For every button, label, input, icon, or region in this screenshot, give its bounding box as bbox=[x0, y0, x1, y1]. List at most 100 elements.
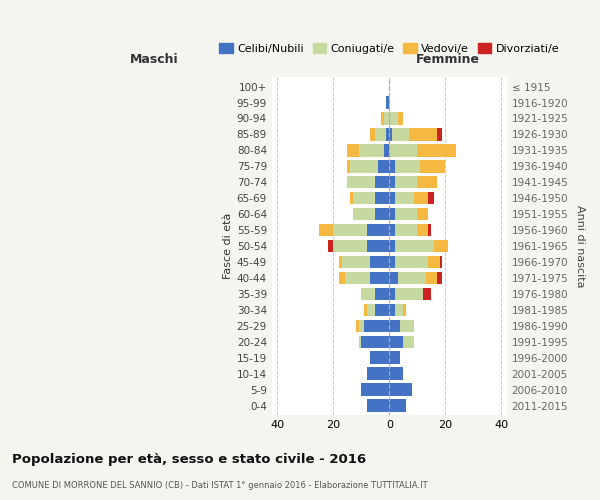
Bar bbox=[370, 256, 389, 268]
Bar bbox=[395, 176, 417, 188]
Bar bbox=[389, 336, 403, 348]
Bar bbox=[378, 160, 389, 172]
Bar bbox=[389, 112, 398, 124]
Bar bbox=[389, 352, 400, 364]
Bar bbox=[395, 240, 434, 252]
Bar bbox=[389, 304, 395, 316]
Bar bbox=[375, 304, 389, 316]
Bar bbox=[389, 272, 398, 284]
Bar bbox=[395, 192, 415, 204]
Bar bbox=[395, 256, 428, 268]
Bar bbox=[367, 240, 389, 252]
Bar bbox=[420, 160, 445, 172]
Bar bbox=[425, 272, 437, 284]
Bar bbox=[403, 304, 406, 316]
Bar bbox=[389, 240, 395, 252]
Bar bbox=[417, 224, 428, 236]
Bar bbox=[389, 400, 406, 412]
Bar bbox=[395, 208, 417, 220]
Bar bbox=[383, 112, 389, 124]
Bar bbox=[347, 160, 350, 172]
Bar bbox=[367, 400, 389, 412]
Bar bbox=[389, 176, 395, 188]
Bar bbox=[440, 256, 442, 268]
Bar bbox=[395, 304, 403, 316]
Bar bbox=[409, 128, 437, 140]
Bar bbox=[437, 272, 442, 284]
Bar bbox=[403, 336, 415, 348]
Bar bbox=[389, 160, 395, 172]
Bar bbox=[367, 368, 389, 380]
Bar bbox=[389, 128, 392, 140]
Bar bbox=[359, 336, 361, 348]
Bar bbox=[344, 272, 370, 284]
Bar bbox=[375, 176, 389, 188]
Bar bbox=[395, 160, 420, 172]
Bar bbox=[361, 288, 375, 300]
Legend: Celibi/Nubili, Coniugati/e, Vedovi/e, Divorziati/e: Celibi/Nubili, Coniugati/e, Vedovi/e, Di… bbox=[215, 38, 563, 58]
Text: Popolazione per età, sesso e stato civile - 2016: Popolazione per età, sesso e stato civil… bbox=[12, 452, 366, 466]
Bar bbox=[342, 256, 370, 268]
Bar bbox=[383, 144, 389, 156]
Bar bbox=[395, 288, 423, 300]
Bar bbox=[417, 176, 437, 188]
Bar bbox=[428, 192, 434, 204]
Bar bbox=[375, 208, 389, 220]
Bar bbox=[381, 112, 383, 124]
Bar bbox=[398, 272, 425, 284]
Bar bbox=[328, 240, 334, 252]
Bar bbox=[359, 320, 364, 332]
Bar bbox=[417, 144, 457, 156]
Bar bbox=[437, 128, 442, 140]
Bar bbox=[375, 128, 386, 140]
Bar bbox=[395, 224, 417, 236]
Bar bbox=[353, 208, 375, 220]
Bar bbox=[398, 112, 403, 124]
Bar bbox=[339, 256, 342, 268]
Bar bbox=[364, 304, 367, 316]
Bar bbox=[364, 320, 389, 332]
Y-axis label: Fasce di età: Fasce di età bbox=[223, 213, 233, 280]
Bar bbox=[334, 224, 367, 236]
Bar bbox=[375, 288, 389, 300]
Bar bbox=[334, 240, 367, 252]
Bar bbox=[319, 224, 334, 236]
Bar bbox=[361, 384, 389, 396]
Bar bbox=[434, 240, 448, 252]
Bar bbox=[428, 224, 431, 236]
Bar bbox=[359, 144, 383, 156]
Bar bbox=[367, 304, 375, 316]
Text: Maschi: Maschi bbox=[130, 54, 179, 66]
Bar bbox=[389, 192, 395, 204]
Text: Femmine: Femmine bbox=[416, 54, 480, 66]
Bar bbox=[389, 320, 400, 332]
Bar bbox=[389, 368, 403, 380]
Bar bbox=[339, 272, 344, 284]
Bar bbox=[389, 224, 395, 236]
Bar bbox=[389, 288, 395, 300]
Bar bbox=[400, 320, 415, 332]
Bar bbox=[347, 176, 375, 188]
Y-axis label: Anni di nascita: Anni di nascita bbox=[575, 205, 585, 288]
Bar bbox=[389, 384, 412, 396]
Bar bbox=[386, 96, 389, 108]
Bar bbox=[370, 272, 389, 284]
Bar bbox=[389, 256, 395, 268]
Bar bbox=[423, 288, 431, 300]
Bar bbox=[415, 192, 428, 204]
Bar bbox=[389, 208, 395, 220]
Bar bbox=[353, 192, 375, 204]
Bar bbox=[375, 192, 389, 204]
Bar bbox=[386, 128, 389, 140]
Bar bbox=[350, 192, 353, 204]
Bar bbox=[370, 128, 375, 140]
Bar bbox=[367, 224, 389, 236]
Bar bbox=[356, 320, 359, 332]
Bar bbox=[347, 144, 359, 156]
Bar bbox=[350, 160, 378, 172]
Bar bbox=[389, 144, 417, 156]
Bar bbox=[428, 256, 440, 268]
Bar bbox=[417, 208, 428, 220]
Bar bbox=[370, 352, 389, 364]
Bar bbox=[361, 336, 389, 348]
